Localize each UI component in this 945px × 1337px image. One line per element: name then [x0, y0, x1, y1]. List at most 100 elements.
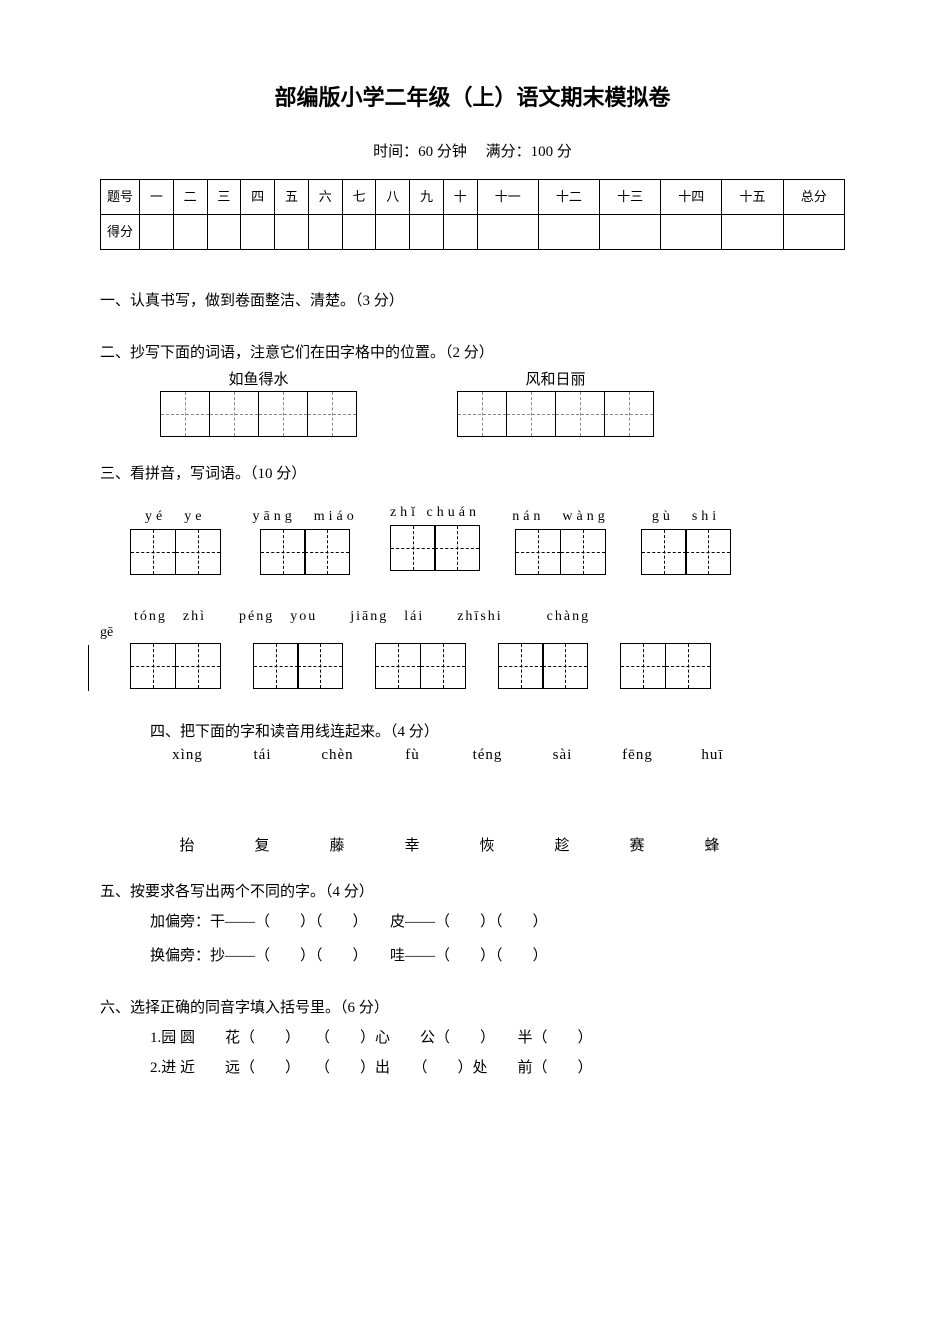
- tianzige-cell[interactable]: [498, 643, 544, 689]
- tianzige-cell[interactable]: [542, 643, 588, 689]
- score-cell[interactable]: [410, 215, 444, 250]
- tianzige-cell[interactable]: [506, 391, 556, 437]
- q4-hanzi-item: 蜂: [675, 834, 750, 855]
- q4-pinyin-item: chèn: [300, 747, 375, 764]
- tianzige-cell[interactable]: [665, 643, 711, 689]
- tianzige-cell[interactable]: [390, 525, 436, 571]
- pinyin-label: gù shi: [652, 505, 720, 525]
- exam-title: 部编版小学二年级（上）语文期末模拟卷: [100, 80, 845, 112]
- score-cell[interactable]: [140, 215, 174, 250]
- col-3: 三: [207, 180, 241, 215]
- tianzige-cell[interactable]: [297, 643, 343, 689]
- col-7: 七: [342, 180, 376, 215]
- tianzige-cell[interactable]: [304, 529, 350, 575]
- col-10: 十: [443, 180, 477, 215]
- tianzige-cell[interactable]: [515, 529, 561, 575]
- col-15: 十五: [722, 180, 783, 215]
- q4-hanzi-item: 趁: [525, 834, 600, 855]
- score-cell[interactable]: [783, 215, 844, 250]
- tianzige-cell[interactable]: [258, 391, 308, 437]
- score-cell[interactable]: [173, 215, 207, 250]
- col-12: 十二: [538, 180, 599, 215]
- score-cell[interactable]: [342, 215, 376, 250]
- tianzige-cell[interactable]: [457, 391, 507, 437]
- tianzige-cell[interactable]: [175, 529, 221, 575]
- tianzige-cell[interactable]: [434, 525, 480, 571]
- tianzige-cell[interactable]: [420, 643, 466, 689]
- q3-r1-g4: nán wàng: [512, 505, 609, 575]
- tianzige-cell[interactable]: [130, 643, 176, 689]
- question-4: 四、把下面的字和读音用线连起来。（4 分）: [100, 717, 845, 747]
- q6-line2: 2.进 近 远（ ） （ ）出 （ ）处 前（ ）: [100, 1053, 845, 1083]
- q4-pinyin-row: xìng tái chèn fù téng sài fēng huī: [100, 747, 845, 764]
- col-5: 五: [275, 180, 309, 215]
- question-3: 三、看拼音，写词语。（10 分）: [100, 459, 845, 489]
- q3-r1-g5: gù shi: [641, 505, 732, 575]
- q5-line2: 换偏旁：抄——（ ）（ ） 哇——（ ）（ ）: [100, 941, 845, 971]
- col-1: 一: [140, 180, 174, 215]
- pinyin-label: yé ye: [145, 505, 205, 525]
- col-14: 十四: [661, 180, 722, 215]
- score-cell[interactable]: [308, 215, 342, 250]
- tianzige-cell[interactable]: [604, 391, 654, 437]
- q2-tianzige-row: 如鱼得水 风和日丽: [100, 368, 845, 437]
- score-cell[interactable]: [600, 215, 661, 250]
- score-cell[interactable]: [207, 215, 241, 250]
- q2-word1-label: 如鱼得水: [228, 368, 288, 389]
- tianzige-cell[interactable]: [160, 391, 210, 437]
- q4-hanzi-item: 复: [225, 834, 300, 855]
- pinyin-label: péng you: [239, 609, 317, 624]
- q4-pinyin-item: fēng: [600, 747, 675, 764]
- q4-hanzi-item: 赛: [600, 834, 675, 855]
- tianzige-cell[interactable]: [375, 643, 421, 689]
- tianzige-cell[interactable]: [641, 529, 687, 575]
- exam-subtitle: 时间：60 分钟 满分：100 分: [100, 140, 845, 161]
- margin-tick-icon: [88, 645, 89, 691]
- pinyin-label: nán wàng: [512, 505, 609, 525]
- q4-hanzi-item: 藤: [300, 834, 375, 855]
- q4-hanzi-item: 恢: [450, 834, 525, 855]
- time-label: 时间：60 分钟: [373, 144, 467, 160]
- score-cell[interactable]: [376, 215, 410, 250]
- tianzige-cell[interactable]: [620, 643, 666, 689]
- q3-row2-pinyin-wrap: gē: [100, 625, 845, 641]
- tianzige-cell[interactable]: [209, 391, 259, 437]
- q4-hanzi-item: 抬: [150, 834, 225, 855]
- pinyin-label: jiāng lái: [350, 609, 424, 624]
- col-9: 九: [410, 180, 444, 215]
- tianzige-cell[interactable]: [253, 643, 299, 689]
- tianzige-cell[interactable]: [555, 391, 605, 437]
- q2-word2-label: 风和日丽: [525, 368, 585, 389]
- col-2: 二: [173, 180, 207, 215]
- col-label-score: 得分: [101, 215, 140, 250]
- q3-r1-g1: yé ye: [130, 505, 221, 575]
- score-value-row: 得分: [101, 215, 845, 250]
- tianzige-cell[interactable]: [307, 391, 357, 437]
- score-cell[interactable]: [722, 215, 783, 250]
- pinyin-label: chàng: [547, 609, 590, 624]
- col-total: 总分: [783, 180, 844, 215]
- score-cell[interactable]: [477, 215, 538, 250]
- q4-pinyin-item: fù: [375, 747, 450, 764]
- tianzige-cell[interactable]: [685, 529, 731, 575]
- score-cell[interactable]: [443, 215, 477, 250]
- col-label-number: 题号: [101, 180, 140, 215]
- score-table: 题号 一 二 三 四 五 六 七 八 九 十 十一 十二 十三 十四 十五 总分…: [100, 179, 845, 250]
- q4-connection-area[interactable]: [100, 764, 845, 834]
- tianzige-cell[interactable]: [175, 643, 221, 689]
- col-6: 六: [308, 180, 342, 215]
- q3-row2-pinyin-line: tóng zhì péng you jiāng lái zhīshi chàng: [100, 605, 845, 625]
- tianzige-cell[interactable]: [560, 529, 606, 575]
- score-header-row: 题号 一 二 三 四 五 六 七 八 九 十 十一 十二 十三 十四 十五 总分: [101, 180, 845, 215]
- q4-pinyin-item: sài: [525, 747, 600, 764]
- col-13: 十三: [600, 180, 661, 215]
- q4-pinyin-item: huī: [675, 747, 750, 764]
- score-cell[interactable]: [661, 215, 722, 250]
- score-cell[interactable]: [275, 215, 309, 250]
- score-cell[interactable]: [538, 215, 599, 250]
- tianzige-cell[interactable]: [260, 529, 306, 575]
- pinyin-label: zhīshi: [457, 609, 502, 624]
- question-5: 五、按要求各写出两个不同的字。（4 分）: [100, 877, 845, 907]
- tianzige-cell[interactable]: [130, 529, 176, 575]
- score-cell[interactable]: [241, 215, 275, 250]
